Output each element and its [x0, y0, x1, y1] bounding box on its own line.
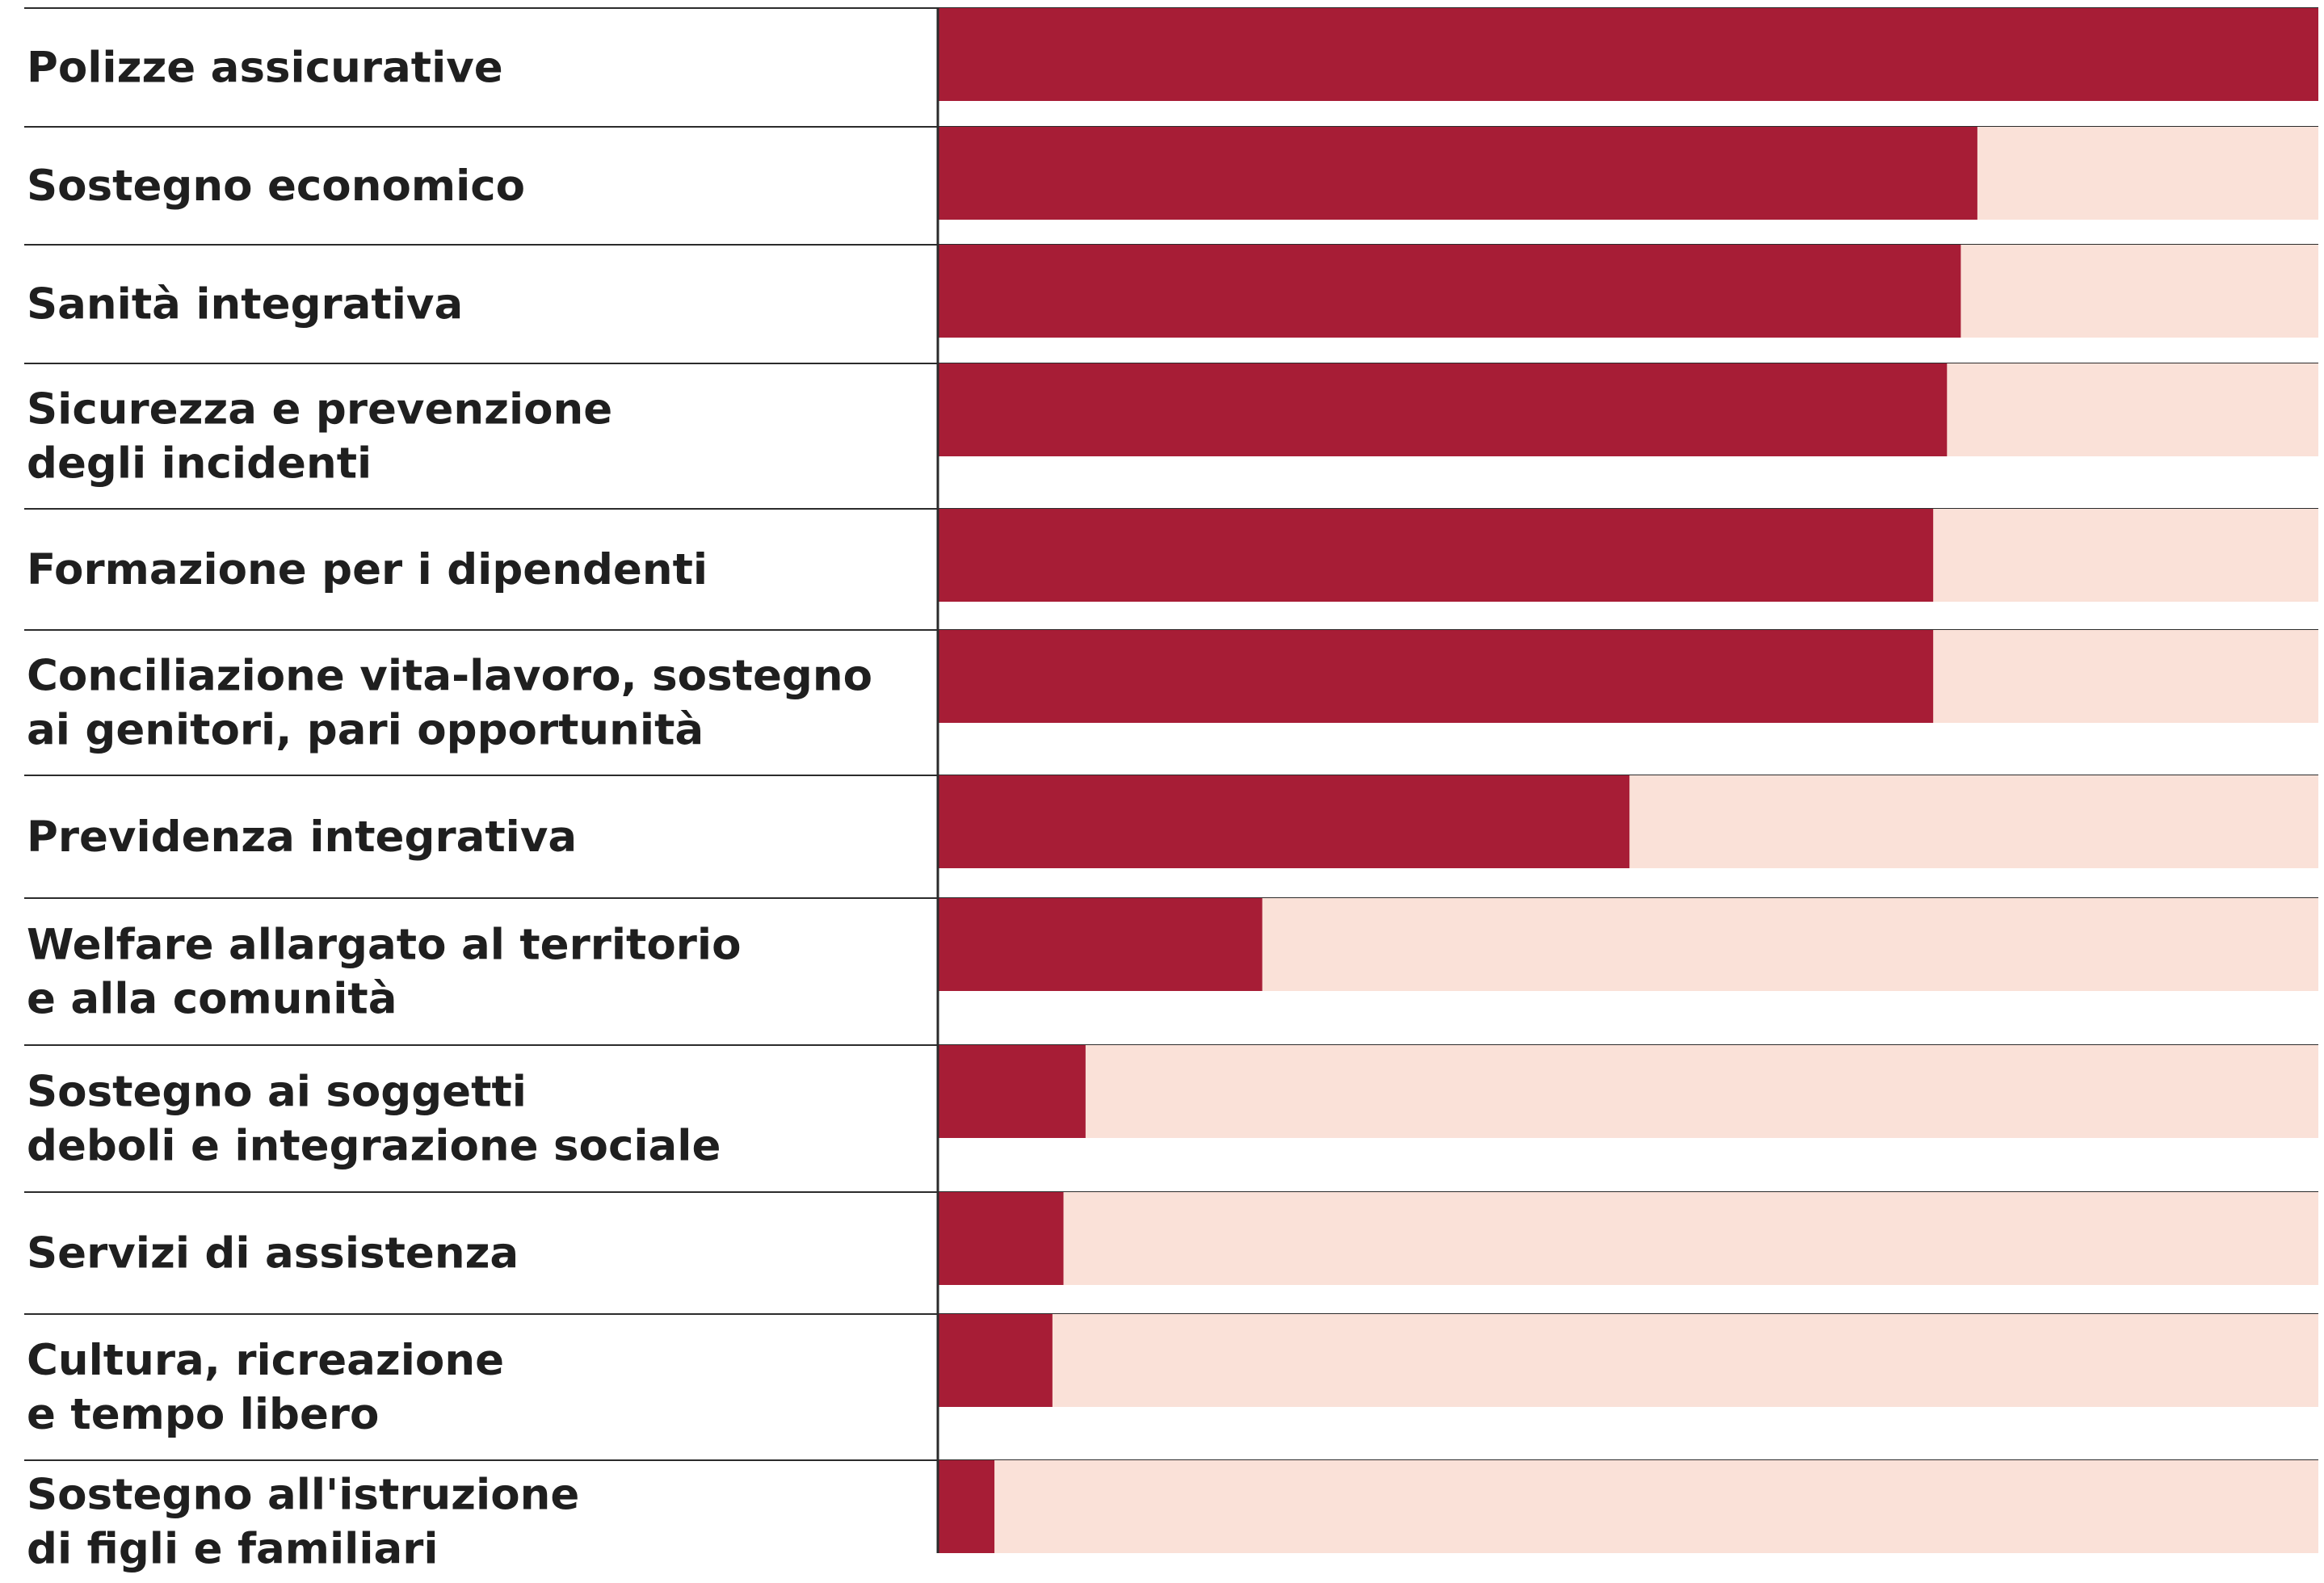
bar-track	[938, 1460, 2318, 1553]
bar-row: Sostegno ai soggetti deboli e integrazion…	[24, 1044, 2318, 1171]
category-label-line: Cultura, ricreazione	[27, 1336, 504, 1385]
bar	[938, 509, 1934, 602]
bar-row: Sostegno economico	[24, 126, 2318, 220]
bar	[938, 245, 1961, 338]
category-label: Formazione per i dipendenti	[27, 545, 708, 594]
bar-track	[938, 1192, 2318, 1285]
category-label-line: Servizi di assistenza	[27, 1229, 519, 1279]
bar-row: Servizi di assistenza	[24, 1191, 2318, 1285]
category-label-line: Sostegno ai soggetti	[27, 1068, 527, 1117]
bar-row: Welfare allargato al territorio e alla co…	[24, 897, 2318, 1024]
category-label-line: Sostegno economico	[27, 162, 525, 211]
bar-track	[938, 1045, 2318, 1138]
bar-row: Formazione per i dipendenti	[24, 508, 2318, 602]
category-label-line: Sostegno all'istruzione	[27, 1471, 579, 1520]
category-label-line: Sicurezza e prevenzione	[27, 385, 612, 435]
bar-row: Previdenza integrativa	[24, 775, 2318, 868]
category-label: Servizi di assistenza	[27, 1229, 519, 1279]
bar	[938, 1045, 1086, 1138]
bar	[938, 1460, 995, 1553]
category-label-line: deboli e integrazione sociale	[27, 1122, 721, 1171]
bar-row: Polizze assicurative	[24, 7, 2318, 101]
bar	[938, 1314, 1053, 1407]
bar	[938, 630, 1934, 723]
category-label: Previdenza integrativa	[27, 812, 577, 862]
bar	[938, 775, 1630, 868]
bar-row: Cultura, ricreazione e tempo libero	[24, 1313, 2318, 1439]
category-label: Polizze assicurative	[27, 44, 503, 93]
bar	[938, 127, 1977, 220]
category-label: Sicurezza e prevenzione degli incidenti	[27, 385, 612, 489]
category-label-line: e alla comunità	[27, 975, 397, 1024]
category-label-line: Conciliazione vita-lavoro, sostegno	[27, 652, 872, 701]
category-label: Welfare allargato al territorio e alla co…	[27, 921, 742, 1024]
category-label: Sostegno ai soggetti deboli e integrazion…	[27, 1068, 721, 1171]
bar	[938, 8, 2318, 101]
category-label: Sanità integrativa	[27, 280, 463, 330]
category-label-line: ai genitori, pari opportunità	[27, 706, 704, 755]
category-label: Sostegno all'istruzione di figli e famili…	[27, 1471, 579, 1574]
chart-rows: Polizze assicurative Sostegno economico Sa…	[24, 7, 2318, 1574]
category-label-line: Sanità integrativa	[27, 280, 463, 330]
category-label-line: di figli e familiari	[27, 1525, 439, 1574]
bar-row: Sanità integrativa	[24, 244, 2318, 338]
category-label: Cultura, ricreazione e tempo libero	[27, 1336, 504, 1439]
category-label: Conciliazione vita-lavoro, sostegno ai ge…	[27, 652, 872, 755]
category-label-line: e tempo libero	[27, 1390, 379, 1439]
category-label-line: Welfare allargato al territorio	[27, 921, 742, 970]
bar-row: Conciliazione vita-lavoro, sostegno ai ge…	[24, 629, 2318, 755]
category-label-line: Previdenza integrativa	[27, 812, 577, 862]
category-label-line: Formazione per i dipendenti	[27, 545, 708, 594]
category-label-line: Polizze assicurative	[27, 44, 503, 93]
bar	[938, 1192, 1064, 1285]
bar-track	[938, 1314, 2318, 1407]
category-label-line: degli incidenti	[27, 439, 372, 489]
category-label: Sostegno economico	[27, 162, 525, 211]
bar	[938, 363, 1948, 456]
bar	[938, 898, 1263, 991]
bar-row: Sostegno all'istruzione di figli e famili…	[24, 1459, 2318, 1574]
bar-row: Sicurezza e prevenzione degli incidenti	[24, 363, 2318, 489]
